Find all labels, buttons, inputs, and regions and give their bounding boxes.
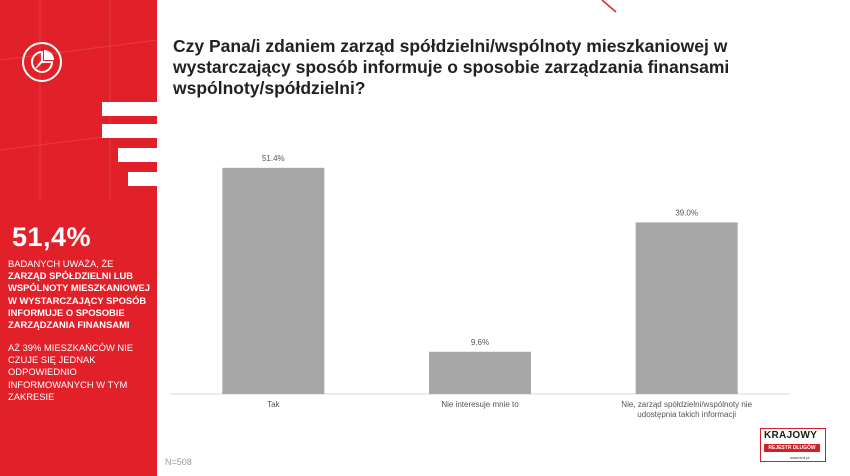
- decor-bar-3: [118, 148, 157, 162]
- sidebar-panel: 51,4% BADANYCH UWAŻA, ŻE ZARZĄD SPÓŁDZIE…: [0, 0, 157, 476]
- decor-slash: [601, 0, 617, 13]
- data-label-0: 51.4%: [262, 154, 285, 163]
- brand-logo: KRAJOWY REJESTR DŁUGÓW www.krd.pl: [760, 428, 830, 466]
- decor-bar-4: [128, 172, 157, 186]
- chart-icon: [22, 42, 62, 82]
- category-label-1-0: Nie interesuje mnie to: [441, 400, 519, 409]
- category-label-0-0: Tak: [267, 400, 280, 409]
- summary-text-1: BADANYCH UWAŻA, ŻE ZARZĄD SPÓŁDZIELNI LU…: [8, 258, 154, 331]
- data-label-1: 9.6%: [471, 338, 489, 347]
- decor-bar-1: [102, 102, 157, 116]
- category-label-2-1: udostępnia takich informacji: [637, 410, 736, 419]
- brand-url: www.krd.pl: [790, 455, 810, 460]
- bar-0: [222, 167, 325, 394]
- bar-2: [635, 222, 738, 394]
- summary-text-2: AŻ 39% MIESZKAŃCÓW NIE CZUJE SIĘ JEDNAK …: [8, 342, 134, 402]
- category-label-2-0: Nie, zarząd spółdzielni/wspólnoty nie: [621, 400, 752, 409]
- summary-text-1-bold: ZARZĄD SPÓŁDZIELNI LUB WSPÓLNOTY MIESZKA…: [8, 270, 151, 331]
- bar-chart: 51.4% Tak 9.6% Nie interesuje mnie to 39.0% N…: [170, 154, 790, 419]
- bar-1: [429, 351, 531, 394]
- data-label-2: 39.0%: [675, 208, 698, 217]
- sample-size: N=508: [165, 457, 192, 467]
- decor-bar-2: [102, 124, 157, 138]
- brand-name: KRAJOWY: [764, 430, 818, 441]
- summary-text-1-normal: BADANYCH UWAŻA, ŻE: [8, 258, 114, 269]
- headline-stat: 51,4%: [12, 222, 92, 252]
- brand-subtitle: REJESTR DŁUGÓW: [764, 444, 820, 452]
- chart-title: Czy Pana/i zdaniem zarząd spółdzielni/ws…: [173, 36, 730, 98]
